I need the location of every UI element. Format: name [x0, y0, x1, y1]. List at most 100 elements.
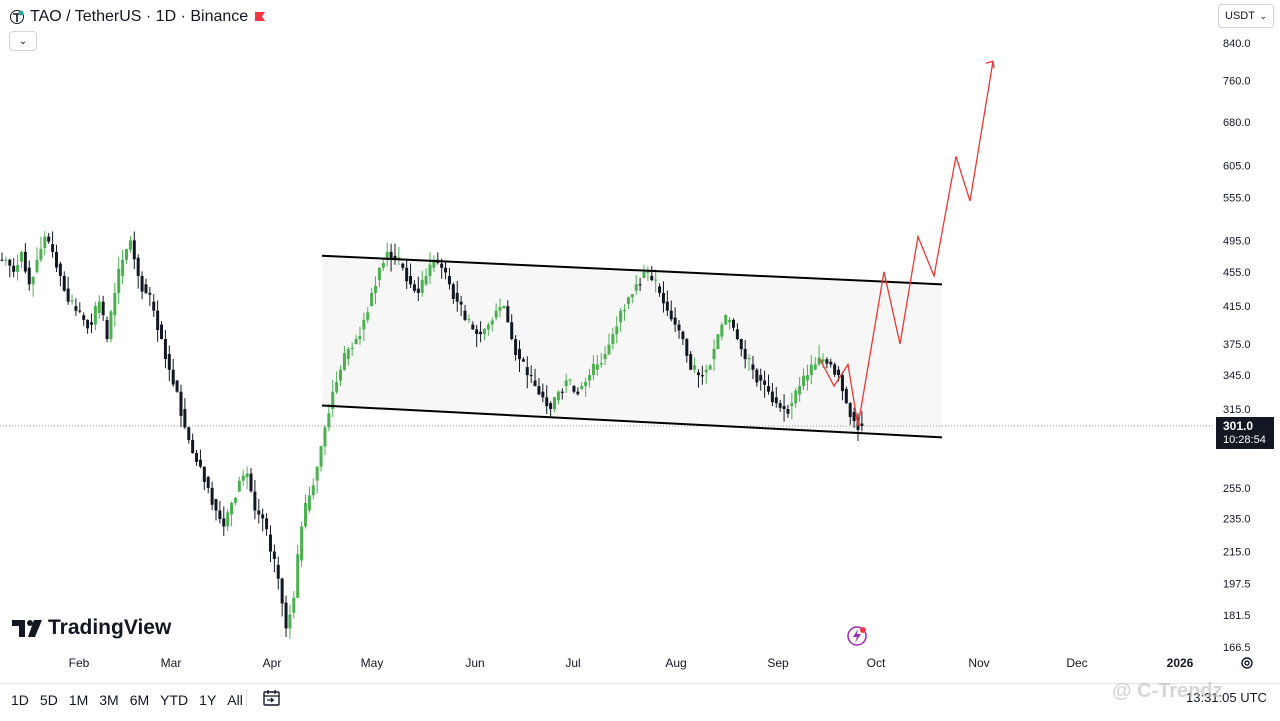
candle-body	[366, 312, 370, 320]
currency-selector[interactable]: USDT ⌄	[1218, 4, 1274, 28]
candle-body	[805, 375, 809, 381]
tradingview-logo[interactable]: TradingView	[12, 616, 171, 640]
candle-body	[728, 319, 732, 323]
candle-body	[809, 364, 813, 376]
candle-body	[459, 301, 463, 305]
candle-body	[432, 259, 436, 268]
time-tick-label: May	[361, 656, 384, 670]
time-tick-label: 2026	[1167, 656, 1194, 670]
candle-body	[576, 391, 580, 395]
range-6m[interactable]: 6M	[129, 692, 150, 708]
brand-name: TradingView	[48, 616, 172, 639]
chevron-down-icon: ⌄	[18, 35, 28, 47]
candle-body	[669, 310, 673, 320]
candle-body	[66, 288, 70, 302]
candle-body	[128, 240, 132, 250]
candle-body	[447, 275, 451, 285]
candle-body	[556, 391, 560, 401]
candle-body	[109, 311, 113, 340]
candle-body	[210, 487, 214, 505]
candle-body	[253, 491, 257, 511]
candle-body	[19, 251, 23, 262]
time-tick-label: Apr	[263, 656, 282, 670]
candle-body	[821, 359, 825, 362]
range-5d[interactable]: 5D	[39, 692, 58, 708]
collapse-legend-button[interactable]: ⌄	[9, 31, 37, 51]
candle-body	[521, 359, 525, 362]
time-tick-label: Nov	[968, 656, 989, 670]
range-1d[interactable]: 1D	[11, 692, 29, 708]
projection-arrowhead	[985, 60, 995, 69]
channel-lower-line	[321, 404, 943, 439]
candle-body	[514, 339, 518, 356]
candle-body	[12, 265, 16, 272]
candle-body	[603, 354, 607, 360]
flag-icon[interactable]	[254, 11, 266, 23]
utc-clock[interactable]: 13:31:05 UTC	[1186, 690, 1267, 705]
toolbar-divider	[246, 689, 247, 707]
candle-body	[735, 329, 739, 340]
candle-body	[712, 348, 716, 360]
candle-body	[226, 512, 230, 527]
price-tick-label: 255.0	[1223, 483, 1251, 495]
range-1y[interactable]: 1Y	[199, 692, 217, 708]
candle-body	[51, 244, 55, 252]
candle-body	[739, 339, 743, 350]
candle-body	[280, 578, 284, 604]
candle-body	[782, 406, 786, 410]
candle-body	[381, 263, 385, 268]
candle-body	[377, 267, 381, 281]
time-tick-label: Aug	[665, 656, 686, 670]
candle-body	[47, 236, 51, 242]
candle-body	[261, 514, 265, 519]
channel-upper-line	[321, 254, 943, 286]
candle-body	[817, 357, 821, 365]
candle-body	[35, 259, 39, 272]
candle-body	[767, 386, 771, 392]
candle-body	[774, 397, 778, 404]
candle-body	[747, 357, 751, 360]
gear-icon[interactable]	[1239, 655, 1255, 671]
candle-body	[564, 380, 568, 387]
candle-body	[296, 554, 300, 598]
candle-body	[31, 276, 35, 285]
candle-body	[23, 251, 27, 272]
range-selector: 1D 5D 1M 3M 6M YTD 1Y All	[10, 690, 244, 710]
candle-body	[844, 388, 848, 404]
candle-body	[615, 326, 619, 335]
candle-body	[479, 331, 483, 335]
candle-body	[833, 364, 837, 375]
range-ytd[interactable]: YTD	[160, 692, 189, 708]
candle-body	[638, 284, 642, 286]
range-all[interactable]: All	[227, 692, 243, 708]
candle-body	[144, 284, 148, 293]
candle-body	[619, 310, 623, 323]
candle-body	[156, 310, 160, 331]
candle-body	[595, 364, 599, 370]
candle-body	[125, 249, 129, 260]
candle-body	[319, 446, 323, 467]
lightning-event-icon[interactable]	[846, 625, 868, 647]
time-tick-label: Dec	[1066, 656, 1087, 670]
candle-body	[778, 403, 782, 408]
candle-body	[848, 403, 852, 417]
candle-body	[755, 369, 759, 383]
symbol-title[interactable]: TAO / TetherUS · 1D · Binance	[30, 8, 249, 25]
range-3m[interactable]: 3M	[99, 692, 119, 708]
candle-body	[315, 466, 319, 481]
range-1m[interactable]: 1M	[68, 692, 89, 708]
candle-body	[354, 339, 358, 344]
price-tick-label: 181.5	[1223, 610, 1251, 622]
candle-body	[599, 363, 603, 365]
calendar-goto-icon[interactable]	[262, 688, 282, 708]
candle-body	[179, 391, 183, 416]
candle-body	[62, 275, 66, 291]
candle-body	[693, 365, 697, 370]
candle-body	[405, 267, 409, 282]
candle-body	[389, 251, 393, 260]
candle-body	[101, 301, 105, 316]
candle-body	[105, 319, 109, 340]
candle-body	[467, 318, 471, 320]
candle-body	[230, 502, 234, 515]
